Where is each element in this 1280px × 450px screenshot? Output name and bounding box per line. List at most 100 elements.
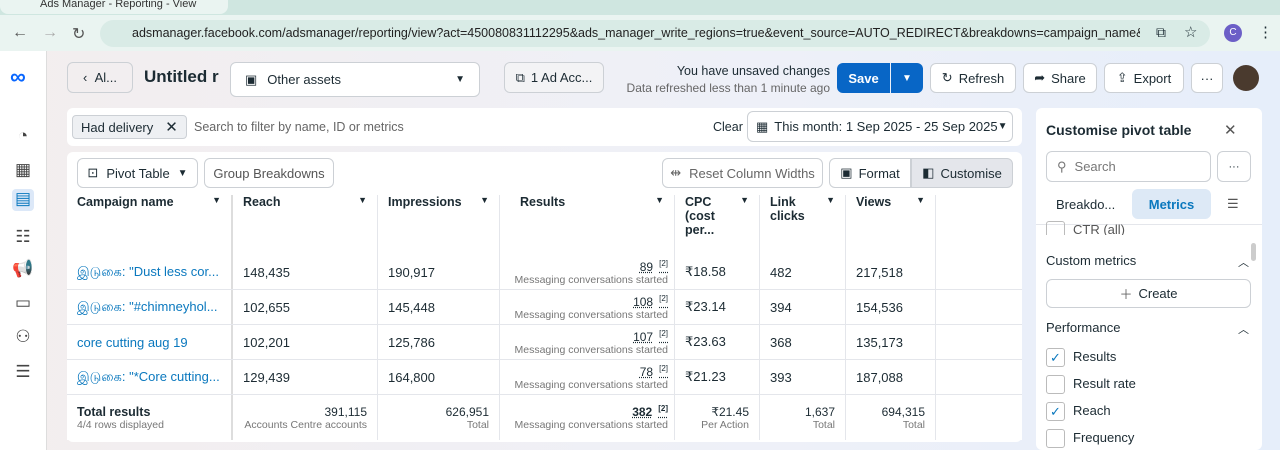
campaign-name-link[interactable]: இடுகை: "*Core cutting... (77, 368, 220, 384)
pivot-label: Pivot Table (106, 165, 170, 181)
date-range-picker[interactable]: ▦ This month: 1 Sep 2025 - 25 Sep 2025 ▼ (747, 111, 1013, 142)
sort-dropdown-icon[interactable]: ▼ (655, 195, 664, 205)
impressions-value: 190,917 (388, 264, 435, 280)
metric-result-rate[interactable]: Result rate (1046, 375, 1136, 394)
save-options-dropdown[interactable]: ▼ (891, 63, 923, 93)
custom-metrics-header[interactable]: Custom metrics (1046, 253, 1137, 268)
chevron-up-icon[interactable]: ︿ (1238, 257, 1249, 269)
checkbox[interactable] (1046, 429, 1065, 448)
save-button[interactable]: Save (837, 63, 890, 93)
campaign-name-link[interactable]: இடுகை: "Dust less cor... (77, 263, 219, 279)
date-range-label: This month: 1 Sep 2025 - 25 Sep 2025 (774, 119, 998, 134)
performance-header[interactable]: Performance (1046, 320, 1121, 335)
table-header-row: Campaign name ▼ Reach ▼ Impressions ▼ Resul… (67, 195, 1022, 256)
assets-icon: ▣ (245, 71, 258, 87)
sort-dropdown-icon[interactable]: ▼ (358, 195, 367, 205)
column-header-link-clicks[interactable]: Link clicks ▼ (760, 195, 846, 255)
back-icon[interactable]: ← (12, 24, 28, 41)
search-icon: ⚲ (1057, 158, 1067, 174)
campaign-name-link[interactable]: இடுகை: "#chimneyhol... (77, 298, 218, 314)
group-breakdowns-button[interactable]: Group Breakdowns (204, 158, 334, 188)
views-value: 217,518 (856, 264, 903, 280)
checkbox[interactable] (1046, 375, 1065, 394)
audiences-icon[interactable]: ☷ (15, 227, 31, 246)
menu-icon[interactable]: ☰ (15, 362, 31, 381)
customise-button[interactable]: ◧ Customise (911, 158, 1013, 188)
report-title[interactable]: Untitled r (144, 67, 219, 86)
column-header-reach[interactable]: Reach ▼ (233, 195, 378, 255)
refresh-button[interactable]: ↻ Refresh (930, 63, 1016, 93)
tab-breakdowns[interactable]: Breakdo... (1056, 197, 1116, 212)
assets-label: Other assets (267, 72, 341, 87)
impressions-value: 145,448 (388, 299, 435, 315)
metric-ctr-all[interactable]: CTR (all) (1046, 221, 1125, 235)
column-header-views[interactable]: Views ▼ (846, 195, 936, 255)
pivot-table-dropdown[interactable]: ⊡ Pivot Table ▼ (77, 158, 198, 188)
close-panel-icon[interactable]: ✕ (1224, 122, 1237, 139)
filter-search-input[interactable]: Search to filter by name, ID or metrics (194, 120, 404, 134)
sort-dropdown-icon[interactable]: ▼ (212, 195, 221, 205)
plus-icon: ＋ (1119, 287, 1133, 302)
table-row: இடுகை: "#chimneyhol... 102,655 145,448 1… (67, 290, 1022, 325)
reset-column-widths-button[interactable]: ⇹ Reset Column Widths (662, 158, 823, 188)
chevron-up-icon[interactable]: ︿ (1238, 324, 1249, 336)
column-header-impressions[interactable]: Impressions ▼ (378, 195, 500, 255)
reload-icon[interactable]: ↻ (72, 26, 86, 43)
install-icon[interactable]: ⧉ (1156, 24, 1166, 40)
table-row: இடுகை: "Dust less cor... 148,435 190,917… (67, 255, 1022, 290)
export-button[interactable]: ⇪ Export (1104, 63, 1184, 93)
ad-account-button[interactable]: ⧉ 1 Ad Acc... (504, 62, 604, 93)
reports-icon[interactable]: ▤ (12, 189, 34, 211)
close-icon[interactable]: ✕ (165, 119, 178, 136)
browser-tab[interactable]: Ads Manager - Reporting - View (0, 0, 228, 14)
checkbox[interactable]: ✓ (1046, 402, 1065, 421)
results-footnote: [2] (659, 328, 668, 338)
column-header-cpc[interactable]: CPC (cost per... ▼ (675, 195, 760, 255)
clear-button[interactable]: Clear (713, 120, 743, 134)
user-avatar[interactable] (1233, 65, 1259, 91)
dashboard-icon[interactable]: ◔ (17, 126, 29, 145)
panel-search-input[interactable]: ⚲ Search (1046, 151, 1211, 182)
column-header-campaign-name[interactable]: Campaign name ▼ (67, 195, 233, 255)
sort-dropdown-icon[interactable]: ▼ (480, 195, 489, 205)
tab-metrics[interactable]: Metrics (1132, 189, 1211, 219)
meta-logo-icon[interactable]: ∞ (10, 64, 26, 89)
metric-reach[interactable]: ✓ Reach (1046, 402, 1111, 421)
checkbox[interactable]: ✓ (1046, 348, 1065, 367)
more-button[interactable]: ··· (1191, 63, 1223, 93)
sort-dropdown-icon[interactable]: ▼ (916, 195, 925, 205)
assets-dropdown[interactable]: ▣ Other assets ▼ (230, 62, 480, 97)
results-footnote: [2] (658, 404, 668, 413)
header-label: Link clicks (770, 195, 805, 223)
total-link-clicks: 1,637 (804, 404, 835, 419)
bookmark-star-icon[interactable]: ☆ (1184, 24, 1198, 41)
address-bar[interactable]: adsmanager.facebook.com/adsmanager/repor… (100, 20, 1210, 47)
metric-label: Reach (1073, 402, 1111, 418)
sort-icon[interactable]: ☰ (1227, 196, 1239, 211)
table-icon[interactable]: ▦ (14, 160, 32, 179)
share-button[interactable]: ➦ Share (1023, 63, 1097, 93)
campaign-name-link[interactable]: core cutting aug 19 (77, 334, 188, 350)
browser-menu-icon[interactable]: ⋮ (1258, 24, 1273, 41)
forward-icon[interactable]: → (42, 24, 58, 41)
panel-scrollbar[interactable] (1251, 243, 1256, 261)
sort-dropdown-icon[interactable]: ▼ (740, 195, 749, 205)
profile-avatar[interactable]: C (1224, 24, 1242, 42)
filter-chip-had-delivery[interactable]: Had delivery ✕ (72, 115, 187, 139)
cpc-value: ₹18.58 (685, 264, 726, 279)
back-button[interactable]: ‹ Al... (67, 62, 133, 93)
create-metric-button[interactable]: ＋ Create (1046, 279, 1251, 308)
campaign-megaphone-icon[interactable]: 📢 (12, 259, 34, 278)
panel-more-button[interactable]: ··· (1217, 151, 1251, 182)
column-resize-icon: ⇹ (670, 165, 682, 180)
sort-dropdown-icon[interactable]: ▼ (826, 195, 835, 205)
metric-results[interactable]: ✓ Results (1046, 348, 1116, 367)
format-button[interactable]: ▣ Format (829, 158, 911, 188)
business-tools-icon[interactable]: ⚇ (15, 327, 31, 346)
header-label: Results (520, 195, 566, 209)
results-label: Messaging conversations started (514, 308, 669, 321)
column-header-results[interactable]: Results ▼ (500, 195, 675, 255)
billing-card-icon[interactable]: ▭ (14, 293, 32, 312)
metric-frequency[interactable]: Frequency (1046, 429, 1134, 448)
metric-label: Results (1073, 348, 1117, 364)
